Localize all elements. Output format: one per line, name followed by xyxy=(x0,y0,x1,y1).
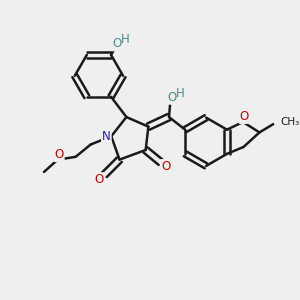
Text: O: O xyxy=(240,110,249,123)
Text: N: N xyxy=(102,130,111,143)
Text: H: H xyxy=(176,87,184,100)
Text: O: O xyxy=(167,91,176,104)
Text: H: H xyxy=(121,33,130,46)
Text: O: O xyxy=(95,173,104,186)
Text: O: O xyxy=(112,38,122,50)
Text: O: O xyxy=(161,160,170,173)
Text: CH₃: CH₃ xyxy=(281,117,300,127)
Text: O: O xyxy=(55,148,64,161)
